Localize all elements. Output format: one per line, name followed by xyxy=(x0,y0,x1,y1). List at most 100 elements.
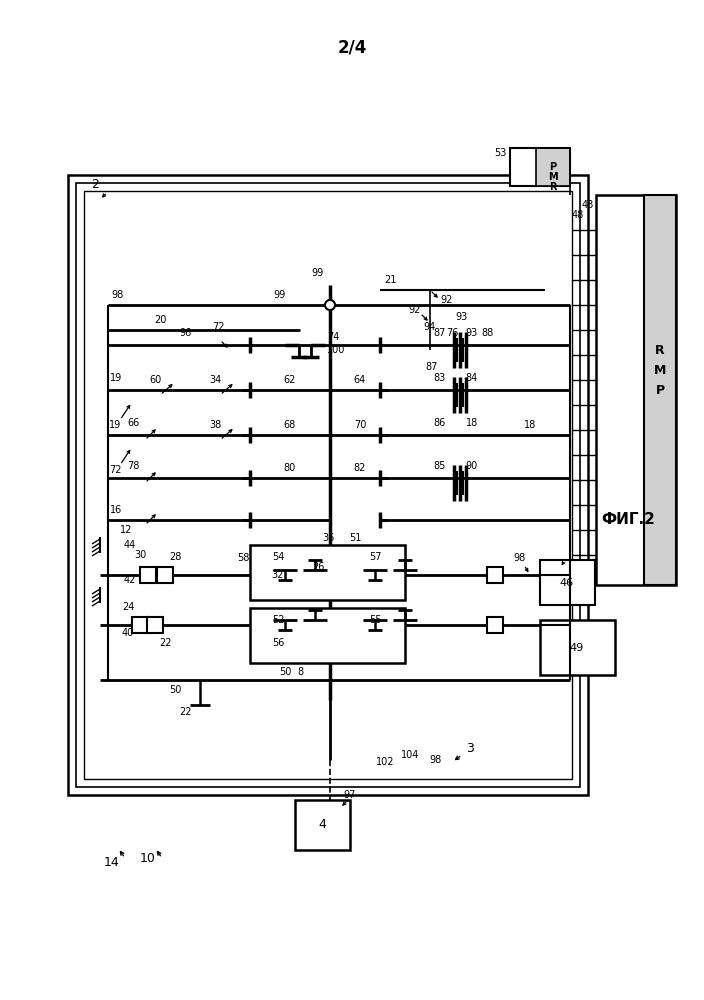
Text: 97: 97 xyxy=(344,790,356,800)
Bar xyxy=(250,545,405,600)
Text: 22: 22 xyxy=(158,638,171,648)
Text: 98: 98 xyxy=(514,553,526,563)
Bar xyxy=(84,191,572,779)
Text: 18: 18 xyxy=(524,420,536,430)
Text: 24: 24 xyxy=(122,602,134,612)
Text: 92: 92 xyxy=(409,305,421,315)
Text: M: M xyxy=(548,172,558,182)
Bar xyxy=(510,148,570,186)
Text: 93: 93 xyxy=(455,312,467,322)
Text: 99: 99 xyxy=(274,290,286,300)
Bar xyxy=(644,195,676,585)
Text: 8: 8 xyxy=(297,667,303,677)
Text: 98: 98 xyxy=(112,290,124,300)
Text: 80: 80 xyxy=(284,463,296,473)
Bar xyxy=(157,567,173,583)
Text: 22: 22 xyxy=(179,707,191,717)
Bar xyxy=(596,195,676,585)
Text: 82: 82 xyxy=(354,463,366,473)
Text: 46: 46 xyxy=(560,578,574,588)
Text: 84: 84 xyxy=(466,373,478,383)
Text: 19: 19 xyxy=(110,373,122,383)
Text: 74: 74 xyxy=(327,332,339,342)
Text: 32: 32 xyxy=(272,570,284,580)
Text: 64: 64 xyxy=(354,375,366,385)
Text: 56: 56 xyxy=(272,638,284,648)
Bar xyxy=(147,617,163,633)
Text: 54: 54 xyxy=(272,552,284,562)
Text: 50: 50 xyxy=(169,685,181,695)
Text: 48: 48 xyxy=(582,200,594,210)
Text: 104: 104 xyxy=(401,750,419,760)
Text: 4: 4 xyxy=(318,818,326,832)
Text: 36: 36 xyxy=(322,533,334,543)
Text: 100: 100 xyxy=(327,345,346,355)
Text: 98: 98 xyxy=(429,755,441,765)
Bar xyxy=(487,617,503,633)
Text: 38: 38 xyxy=(209,420,221,430)
Text: 62: 62 xyxy=(284,375,296,385)
Text: 85: 85 xyxy=(434,461,446,471)
Text: 53: 53 xyxy=(495,148,507,158)
Bar xyxy=(76,183,580,787)
Text: 16: 16 xyxy=(110,505,122,515)
Text: 18: 18 xyxy=(466,418,478,428)
Text: 21: 21 xyxy=(384,275,396,285)
Text: 90: 90 xyxy=(466,461,478,471)
Bar xyxy=(140,567,156,583)
Text: R: R xyxy=(549,182,557,192)
Bar xyxy=(540,620,615,675)
Text: 86: 86 xyxy=(434,418,446,428)
Text: 2: 2 xyxy=(91,178,99,192)
Bar xyxy=(250,608,405,663)
Text: 88: 88 xyxy=(482,328,494,338)
Text: 102: 102 xyxy=(376,757,394,767)
Text: 72: 72 xyxy=(108,465,121,475)
Circle shape xyxy=(325,300,335,310)
Text: 12: 12 xyxy=(120,525,132,535)
Text: 30: 30 xyxy=(134,550,146,560)
Text: 20: 20 xyxy=(153,315,166,325)
Text: 87: 87 xyxy=(434,328,446,338)
Text: P: P xyxy=(549,162,557,172)
Text: 66: 66 xyxy=(127,418,139,428)
Text: 48: 48 xyxy=(572,210,584,220)
Text: 51: 51 xyxy=(348,533,361,543)
Text: 10: 10 xyxy=(140,852,156,864)
Text: 52: 52 xyxy=(272,615,284,625)
Text: R: R xyxy=(655,344,665,357)
Text: 44: 44 xyxy=(124,540,136,550)
Bar xyxy=(132,617,148,633)
Text: 2/4: 2/4 xyxy=(337,39,367,57)
Text: 28: 28 xyxy=(169,552,181,562)
Bar xyxy=(295,800,350,850)
Text: 3: 3 xyxy=(466,742,474,754)
Text: 42: 42 xyxy=(124,575,136,585)
Bar xyxy=(536,148,570,186)
Text: 72: 72 xyxy=(212,322,225,332)
Text: 76: 76 xyxy=(446,328,458,338)
Text: 50: 50 xyxy=(279,667,291,677)
Text: 99: 99 xyxy=(312,268,324,278)
Text: 96: 96 xyxy=(179,328,191,338)
Text: 70: 70 xyxy=(354,420,366,430)
Text: 26: 26 xyxy=(312,562,324,572)
Text: 19: 19 xyxy=(109,420,121,430)
Text: 93: 93 xyxy=(466,328,478,338)
Bar xyxy=(68,175,588,795)
Text: ФИГ.2: ФИГ.2 xyxy=(601,512,655,528)
Text: 49: 49 xyxy=(570,643,584,653)
Text: M: M xyxy=(654,363,666,376)
Text: 40: 40 xyxy=(122,628,134,638)
Bar xyxy=(487,567,503,583)
Text: 78: 78 xyxy=(127,461,139,471)
Text: 92: 92 xyxy=(440,295,453,305)
Bar xyxy=(540,560,595,605)
Text: 58: 58 xyxy=(237,553,249,563)
Text: 14: 14 xyxy=(104,856,120,868)
Text: 94: 94 xyxy=(424,322,436,332)
Text: 87: 87 xyxy=(426,362,438,372)
Text: 83: 83 xyxy=(434,373,446,383)
Text: 55: 55 xyxy=(369,615,382,625)
Text: 60: 60 xyxy=(149,375,161,385)
